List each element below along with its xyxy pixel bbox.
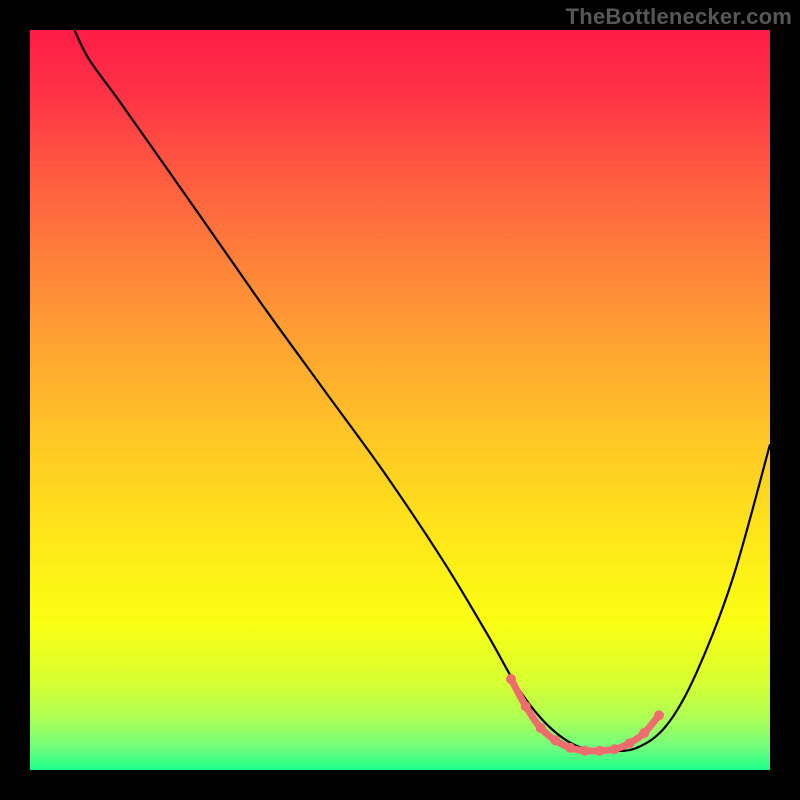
chart-svg (30, 30, 770, 770)
plateau-marker (654, 710, 664, 720)
plateau-marker (580, 746, 590, 756)
plateau-marker (639, 728, 649, 738)
chart-background (30, 30, 770, 770)
plateau-marker (595, 746, 605, 756)
plateau-marker (610, 744, 620, 754)
plateau-marker (550, 735, 560, 745)
chart-plot (30, 30, 770, 770)
watermark-text: TheBottlenecker.com (566, 4, 792, 30)
plateau-marker (624, 738, 634, 748)
plateau-marker (506, 674, 516, 684)
plateau-marker (521, 701, 531, 711)
plateau-marker (536, 723, 546, 733)
plateau-marker (565, 743, 575, 753)
chart-frame: TheBottlenecker.com (0, 0, 800, 800)
